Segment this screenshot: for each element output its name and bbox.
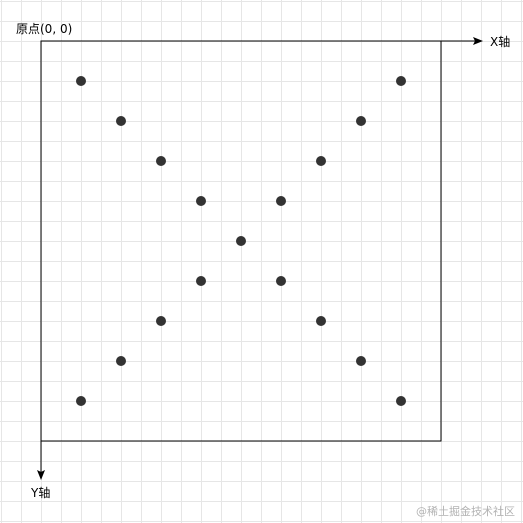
- point-15: [156, 316, 166, 326]
- point-14: [196, 276, 206, 286]
- point-3: [156, 156, 166, 166]
- x-axis-label: X轴: [490, 35, 511, 49]
- point-2: [116, 116, 126, 126]
- point-7: [316, 316, 326, 326]
- point-10: [396, 76, 406, 86]
- point-11: [356, 116, 366, 126]
- point-1: [76, 76, 86, 86]
- y-axis-label: Y轴: [31, 486, 51, 500]
- point-8: [356, 356, 366, 366]
- point-12: [316, 156, 326, 166]
- point-16: [116, 356, 126, 366]
- y-axis-arrow-icon: [37, 470, 45, 480]
- origin-label: 原点(0, 0): [16, 22, 73, 36]
- points-layer: [76, 76, 406, 406]
- point-4: [196, 196, 206, 206]
- x-axis-arrow-icon: [473, 37, 483, 45]
- point-5: [236, 236, 246, 246]
- point-6: [276, 276, 286, 286]
- point-9: [396, 396, 406, 406]
- point-17: [76, 396, 86, 406]
- watermark: @稀土掘金技术社区: [416, 505, 515, 518]
- point-13: [276, 196, 286, 206]
